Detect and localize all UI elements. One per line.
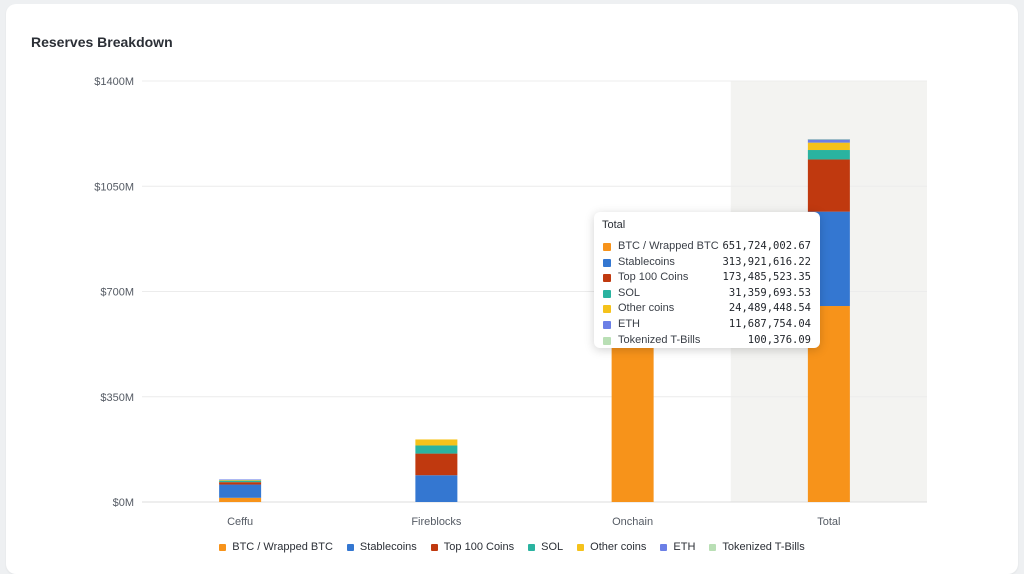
legend-swatch: [346, 543, 354, 551]
y-tick-label: $700M: [100, 287, 134, 299]
tooltip-value: 100,376.09: [747, 333, 811, 346]
tooltip-label: BTC / Wrapped BTC: [618, 240, 719, 252]
chart-tooltip: Total BTC / Wrapped BTC 651,724,002.67 S…: [594, 212, 820, 348]
legend-item-sol[interactable]: SOL: [528, 538, 563, 556]
legend-label: Tokenized T-Bills: [722, 541, 805, 553]
tooltip-label: Other coins: [618, 302, 675, 315]
tooltip-swatch: [603, 305, 611, 314]
legend-item-other-coins[interactable]: Other coins: [577, 538, 646, 556]
bar-segment: [807, 150, 850, 160]
bar-segment: [219, 480, 262, 483]
y-tick-label: $1050M: [94, 181, 134, 193]
legend-item-stablecoins[interactable]: Stablecoins: [346, 538, 417, 556]
bar-segment: [807, 139, 850, 140]
bar-segment: [415, 445, 458, 454]
tooltip-label: Tokenized T-Bills: [618, 333, 701, 346]
bar-segment: [807, 159, 850, 212]
legend-label: SOL: [541, 541, 564, 553]
legend-label: Other coins: [590, 541, 647, 553]
tooltip-value: 173,485,523.35: [722, 271, 811, 284]
x-tick-label: Total: [817, 516, 840, 528]
tooltip-swatch: [603, 258, 611, 267]
bar-segment: [219, 484, 262, 498]
legend-item-btc[interactable]: BTC / Wrapped BTC: [219, 538, 333, 556]
tooltip-title: Total: [602, 219, 626, 231]
tooltip-value: 651,724,002.67: [722, 240, 811, 252]
tooltip-row: Top 100 Coins 173,485,523.35: [602, 270, 811, 286]
legend-swatch: [577, 543, 585, 551]
bar-segment: [219, 480, 262, 481]
tooltip-swatch: [603, 321, 611, 329]
tooltip-row: ETH 11,687,754.04: [602, 317, 811, 333]
tooltip-row: Stablecoins 313,921,616.22: [602, 255, 811, 271]
tooltip-row: Other coins 24,489,448.54: [602, 301, 811, 317]
tooltip-label: SOL: [618, 286, 641, 299]
tooltip-label: Top 100 Coins: [618, 271, 689, 284]
tooltip-row: SOL 31,359,693.53: [602, 286, 811, 302]
legend-swatch: [430, 543, 438, 551]
bar-segment: [807, 142, 850, 151]
tooltip-swatch: [603, 336, 611, 345]
legend-swatch: [660, 543, 668, 551]
bar-segment: [415, 453, 458, 476]
tooltip-value: 313,921,616.22: [722, 255, 811, 268]
tooltip-label: Stablecoins: [618, 255, 675, 268]
bar-segment: [415, 475, 458, 502]
tooltip-label: ETH: [618, 318, 640, 330]
bar-segment: [611, 343, 654, 502]
tooltip-value: 11,687,754.04: [728, 318, 811, 330]
tooltip-value: 24,489,448.54: [728, 302, 811, 315]
tooltip-swatch: [603, 274, 611, 283]
tooltip-value: 31,359,693.53: [728, 286, 811, 299]
tooltip-row: BTC / Wrapped BTC 651,724,002.67: [602, 239, 811, 255]
bar-segment: [807, 139, 850, 143]
bar-segment: [415, 439, 458, 446]
bar-segment: [219, 479, 262, 481]
chart-legend: BTC / Wrapped BTC Stablecoins Top 100 Co…: [0, 538, 1024, 556]
x-tick-label: Onchain: [612, 516, 653, 528]
y-tick-label: $1400M: [94, 76, 134, 88]
tooltip-swatch: [603, 289, 611, 298]
card-title: Reserves Breakdown: [31, 34, 173, 50]
legend-label: BTC / Wrapped BTC: [232, 541, 333, 553]
legend-label: Stablecoins: [359, 541, 417, 553]
tooltip-swatch: [603, 243, 611, 251]
legend-swatch: [528, 543, 536, 551]
y-tick-label: $0M: [113, 497, 134, 509]
legend-label: Top 100 Coins: [443, 541, 515, 553]
y-tick-label: $350M: [100, 392, 134, 404]
legend-swatch: [219, 543, 227, 551]
legend-label: ETH: [673, 541, 696, 553]
x-tick-label: Fireblocks: [411, 516, 462, 528]
legend-item-top-100-coins[interactable]: Top 100 Coins: [430, 538, 515, 556]
bar-segment: [219, 482, 262, 485]
x-tick-label: Ceffu: [227, 516, 253, 528]
tooltip-row: Tokenized T-Bills 100,376.09: [602, 333, 811, 349]
legend-item-eth[interactable]: ETH: [660, 538, 695, 556]
bar-segment: [219, 497, 262, 502]
legend-item-tokenized-t-bills[interactable]: Tokenized T-Bills: [709, 538, 805, 556]
legend-swatch: [709, 543, 717, 551]
